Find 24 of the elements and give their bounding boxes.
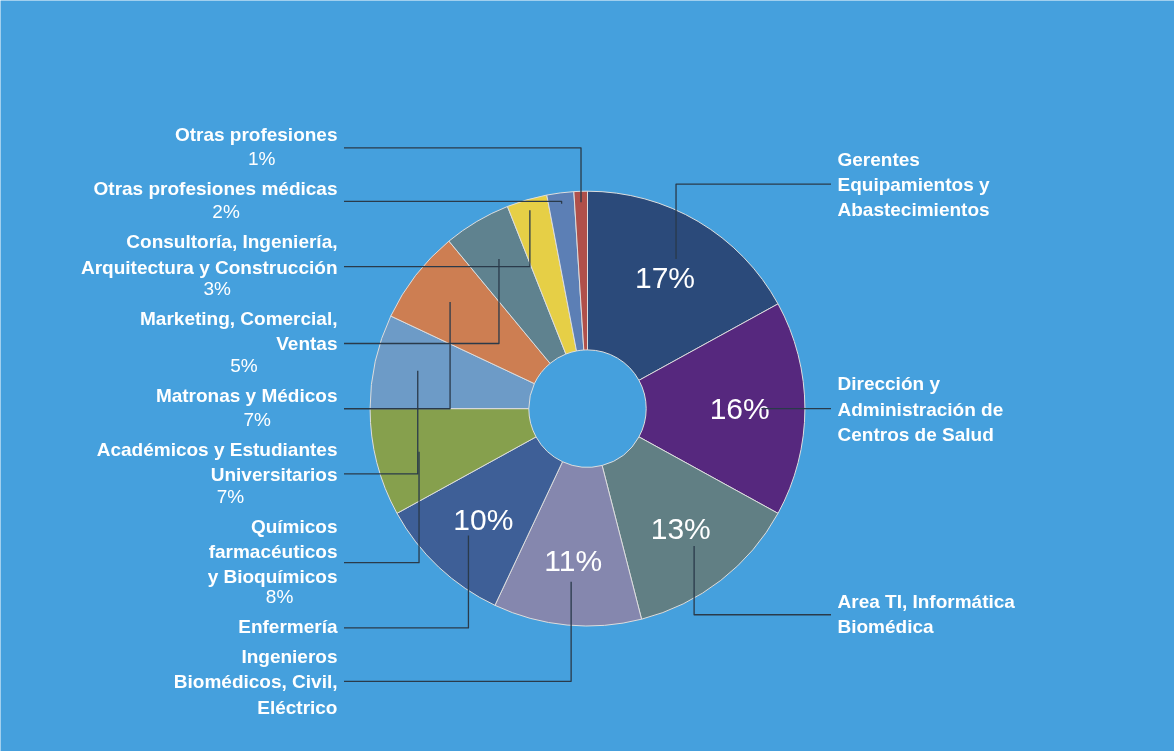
slice-label: Consultoría, Ingeniería, Arquitectura y Construcción [80,231,338,278]
data-label: 2% [212,201,240,223]
slice-label: Marketing, Comercial, Ventas [140,308,338,355]
data-label: 16% [709,392,770,426]
data-label: 17% [634,261,695,295]
data-label: 7% [216,485,245,507]
data-label: 5% [230,355,258,377]
slice-label: Gerentes Equipamientos y Abastecimientos [837,148,990,221]
slice-label: Dirección y Administración de Centros de Salud [837,373,1004,445]
data-label: 8% [265,586,294,608]
slice-label: Area TI, Informática Biomédica [837,591,1016,638]
slice-label: Ingenieros Biomédicos, Civil, Eléctrico [173,646,338,718]
data-label: 13% [650,512,711,546]
data-label: 7% [243,408,272,430]
slice-label: Químicos farmacéuticos y Bioquímicos [207,515,338,588]
slice-label: Académicos y Estudiantes Universitarios [96,438,338,485]
slice-label: Enfermería [238,616,338,638]
data-label: 10% [453,503,514,537]
data-label: 3% [203,278,231,300]
data-label: 11% [544,543,603,577]
slice-label: Otras profesiones médicas [93,177,338,199]
data-label: 1% [247,147,276,169]
slice-label: Otras profesiones [174,124,338,146]
slice-label: Matronas y Médicos [155,385,338,407]
